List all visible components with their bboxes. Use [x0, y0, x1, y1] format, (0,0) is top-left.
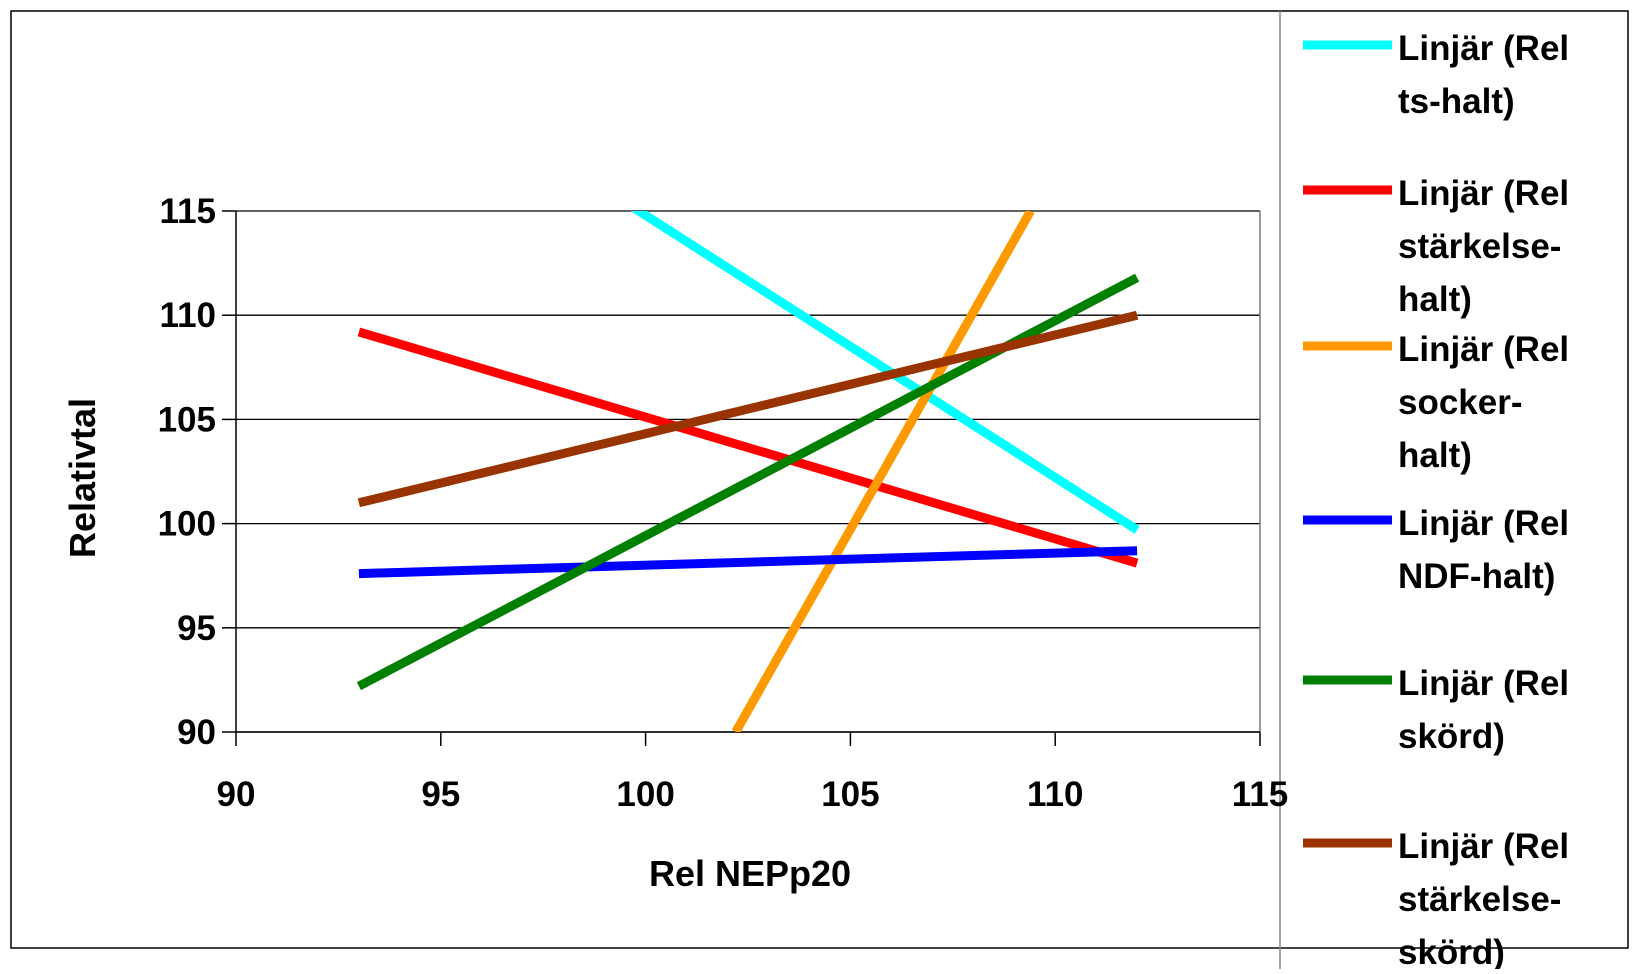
chart-border	[10, 10, 1629, 949]
y-tick-label: 100	[158, 505, 216, 544]
y-tick-label: 95	[177, 609, 216, 648]
legend-entry-3: Linjär (Rel socker-halt)	[1303, 330, 1569, 475]
legend-entry-1: Linjär (Rel ts-halt)	[1303, 29, 1569, 121]
x-tick-label: 95	[421, 775, 460, 814]
series-line-1	[630, 211, 1140, 534]
y-tick-label: 110	[160, 296, 216, 335]
legend-entry-2: Linjär (Rel stärkelse-halt)	[1303, 174, 1569, 319]
legend-label: Linjär (Rel	[1398, 504, 1569, 543]
legend-label: stärkelse-	[1398, 880, 1561, 919]
x-axis-title: Rel NEPp20	[649, 853, 851, 894]
legend-label: Linjär (Rel	[1398, 29, 1569, 68]
legend-label: Linjär (Rel	[1398, 664, 1569, 703]
legend-label: halt)	[1398, 280, 1472, 319]
legend-label: Linjär (Rel	[1398, 330, 1569, 369]
legend-label: socker-	[1398, 383, 1523, 422]
series-line-6	[357, 310, 1139, 508]
legend-entry-4: Linjär (Rel NDF-halt)	[1303, 504, 1569, 596]
y-tick-label: 105	[158, 400, 216, 439]
y-tick-label: 115	[160, 192, 216, 231]
legend-entry-6: Linjär (Rel stärkelse-skörd)	[1303, 827, 1569, 972]
x-tick-label: 115	[1232, 775, 1288, 814]
legend-label: stärkelse-	[1398, 227, 1561, 266]
legend-label: Linjär (Rel	[1398, 174, 1569, 213]
series-line-3	[731, 211, 1035, 732]
x-tick-label: 100	[616, 775, 674, 814]
x-tick-label: 90	[217, 775, 256, 814]
legend-entry-5: Linjär (Rel skörd)	[1303, 664, 1569, 756]
legend-label: halt)	[1398, 436, 1472, 475]
y-tick-label: 90	[177, 713, 216, 752]
series-line-2	[357, 327, 1139, 568]
legend-label: skörd)	[1398, 933, 1505, 969]
legend-label: Linjär (Rel	[1398, 827, 1569, 866]
y-axis-title: Relativtal	[62, 398, 103, 558]
legend-label: NDF-halt)	[1398, 557, 1555, 596]
series-line-4	[358, 546, 1138, 579]
legend-label: ts-halt)	[1398, 82, 1515, 121]
x-tick-label: 110	[1027, 775, 1083, 814]
legend-label: skörd)	[1398, 717, 1505, 756]
x-tick-label: 105	[821, 775, 879, 814]
